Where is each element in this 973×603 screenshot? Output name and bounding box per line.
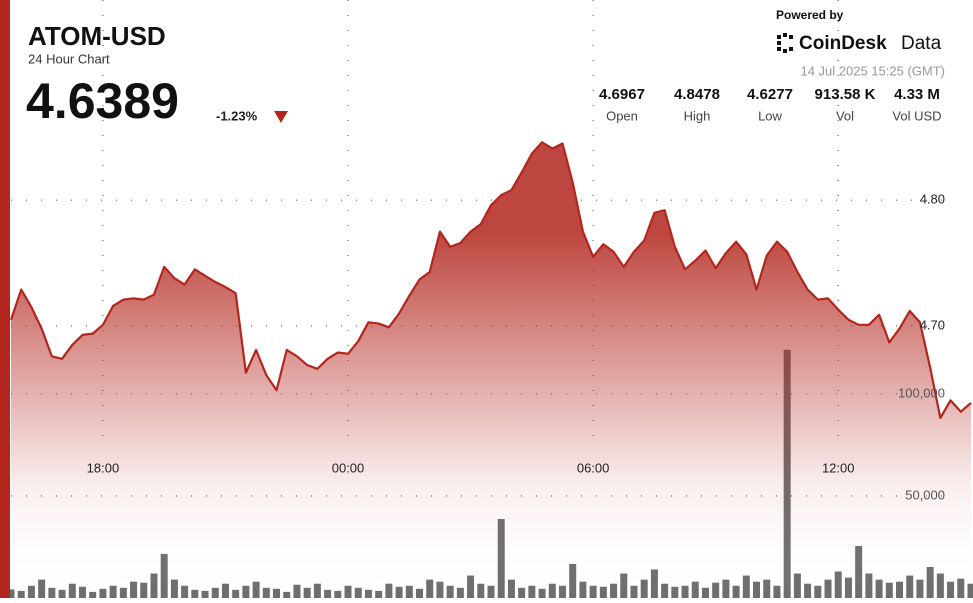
price: 4.6389 [26,73,179,129]
timestamp: 14 Jul 2025 15:25 (GMT) [800,63,945,78]
brand-suffix: Data [901,33,942,54]
stat-label: Low [758,108,782,123]
stat-label: Vol USD [892,108,941,123]
brand: CoinDesk [799,33,887,54]
y2-tick-label: 100,000 [898,385,945,400]
stat-label: Vol [836,108,854,123]
stat-label: Open [606,108,638,123]
down-arrow [274,111,288,123]
x-tick-label: 06:00 [577,460,610,475]
stat-value: 4.6967 [599,86,645,103]
powered-by: Powered by [776,8,844,22]
stat-value: 4.6277 [747,86,793,103]
y-tick-label: 4.80 [920,192,945,207]
change: -1.23% [216,108,258,123]
x-tick-label: 00:00 [332,460,365,475]
chart-subtitle: 24 Hour Chart [28,51,110,66]
x-tick-label: 18:00 [87,460,120,475]
stat-value: 4.8478 [674,86,720,103]
stat-value: 4.33 M [894,86,940,103]
stat-label: High [684,108,711,123]
stat-value: 913.58 K [815,86,876,103]
y2-tick-label: 50,000 [905,487,945,502]
stats: 4.6967 Open 4.8478 High 4.6277 Low 913.58 K Vol… [599,86,942,123]
area-fill [11,142,971,598]
brand-icon [777,33,793,53]
x-tick-label: 12:00 [822,460,855,475]
y-tick-label: 4.70 [920,318,945,333]
accent-bar [0,0,10,598]
chart-title: ATOM-USD [28,21,166,51]
